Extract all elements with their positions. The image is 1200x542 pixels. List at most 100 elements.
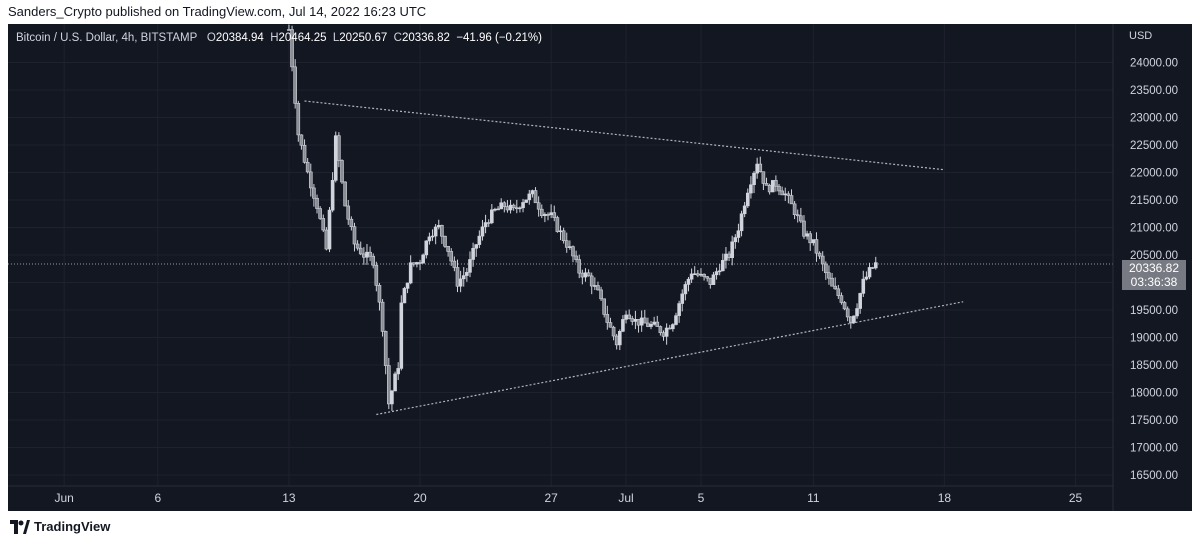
time-tick-label: 18 — [938, 491, 952, 505]
candle-body — [396, 368, 400, 375]
candle-body — [387, 365, 391, 405]
brand-name: TradingView — [34, 519, 111, 534]
candle-body — [539, 208, 544, 216]
candle-body — [642, 317, 647, 324]
tradingview-logo[interactable]: TradingView — [10, 519, 110, 534]
candle-body — [490, 209, 494, 224]
candle-body — [589, 275, 594, 287]
candle-body — [680, 293, 685, 304]
price-tick-label: 22000.00 — [1130, 168, 1178, 180]
currency-label: USD — [1129, 30, 1153, 42]
candle-body — [830, 277, 834, 287]
candle-body — [511, 204, 516, 209]
candle-body — [689, 273, 694, 280]
candle-body — [721, 260, 725, 272]
candle-body — [618, 331, 622, 346]
time-tick-label: 20 — [413, 491, 427, 505]
candle-body — [767, 185, 772, 193]
candle-body — [608, 322, 613, 328]
candle-body — [696, 273, 700, 276]
candle-body — [393, 373, 397, 392]
candle-body — [308, 171, 313, 189]
candle-body — [799, 215, 803, 222]
time-tick-label: 11 — [807, 491, 820, 505]
candle-body — [705, 276, 710, 279]
footer: TradingView — [0, 511, 1200, 542]
time-tick-label: 13 — [282, 491, 296, 505]
candle-body — [742, 205, 747, 215]
candle-body — [287, 29, 291, 31]
candle-body — [302, 144, 307, 163]
candle-body — [805, 233, 809, 237]
candle-body — [333, 135, 338, 181]
candle-body — [480, 226, 485, 237]
open-value: 20384.94 — [215, 32, 264, 44]
candle-body — [820, 255, 825, 265]
candle-body — [521, 202, 525, 209]
published-header: Sanders_Crypto published on TradingView.… — [0, 0, 1200, 24]
price-tick-label: 21000.00 — [1130, 223, 1178, 235]
candle-body — [836, 288, 841, 296]
candle-body — [436, 225, 441, 228]
candle-body — [318, 208, 322, 219]
candle-body — [471, 248, 475, 260]
candle-body — [752, 172, 756, 186]
candle-body — [602, 298, 607, 315]
candle-body — [518, 207, 522, 210]
candle-body — [349, 218, 354, 227]
low-value: 20250.67 — [339, 32, 388, 44]
candle-body — [873, 262, 878, 269]
candle-body — [577, 259, 582, 274]
candle-body — [549, 212, 553, 216]
price-tick-label: 17500.00 — [1130, 415, 1178, 427]
candle-body — [745, 192, 750, 207]
candle-body — [755, 163, 759, 174]
trendline-lower[interactable] — [376, 301, 964, 416]
chart-panel[interactable]: 24000.00 23500.00 23000.00 22500.00 22000.00… — [8, 24, 1192, 511]
trendline-upper[interactable] — [304, 100, 945, 171]
candle-body — [593, 285, 597, 287]
change-value: −41.96 (−0.21%) — [456, 32, 542, 44]
candle-body — [558, 230, 563, 233]
candle-body — [774, 180, 778, 187]
bar-countdown: 03:36:38 — [1130, 275, 1178, 289]
time-tick-label: Jun — [55, 491, 74, 505]
candle-body — [702, 273, 706, 277]
candle-body — [508, 204, 513, 211]
price-tick-label: 16500.00 — [1130, 470, 1178, 482]
candle-body — [477, 235, 482, 245]
published-text: Sanders_Crypto published on TradingView.… — [8, 4, 427, 19]
candle-body — [870, 267, 875, 269]
candle-body — [390, 390, 394, 405]
candle-body — [852, 315, 856, 323]
candlestick-chart[interactable]: 24000.00 23500.00 23000.00 22500.00 22000.00… — [8, 24, 1192, 511]
candle-body — [708, 277, 713, 285]
candle-body — [758, 163, 763, 172]
candle-body — [405, 282, 410, 289]
candle-body — [817, 252, 822, 257]
symbol-legend: Bitcoin / U.S. Dollar, 4h, BITSTAMP O203… — [16, 32, 542, 44]
high-label: H — [270, 32, 279, 44]
candle-body — [658, 326, 663, 333]
candle-body — [855, 308, 859, 317]
candle-body — [458, 278, 463, 287]
candle-body — [783, 193, 788, 196]
candle-body — [583, 272, 588, 278]
price-tick-label: 19500.00 — [1130, 305, 1178, 317]
candle-body — [568, 246, 572, 248]
time-axis[interactable]: Jun 6 13 20 27 Jul 5 11 18 25 — [55, 491, 1083, 505]
candle-body — [493, 208, 497, 211]
candle-body — [446, 245, 450, 252]
candle-body — [305, 161, 310, 173]
candle-body — [727, 253, 731, 258]
candle-body — [340, 160, 344, 183]
candle-body — [433, 226, 438, 237]
candle-body — [552, 212, 557, 218]
candle-body — [661, 332, 666, 337]
candle-body — [605, 314, 610, 323]
time-tick-label: 6 — [154, 491, 161, 505]
candle-body — [777, 185, 781, 192]
candle-body — [580, 272, 585, 278]
candle-body — [795, 214, 800, 217]
candle-body — [296, 103, 301, 136]
